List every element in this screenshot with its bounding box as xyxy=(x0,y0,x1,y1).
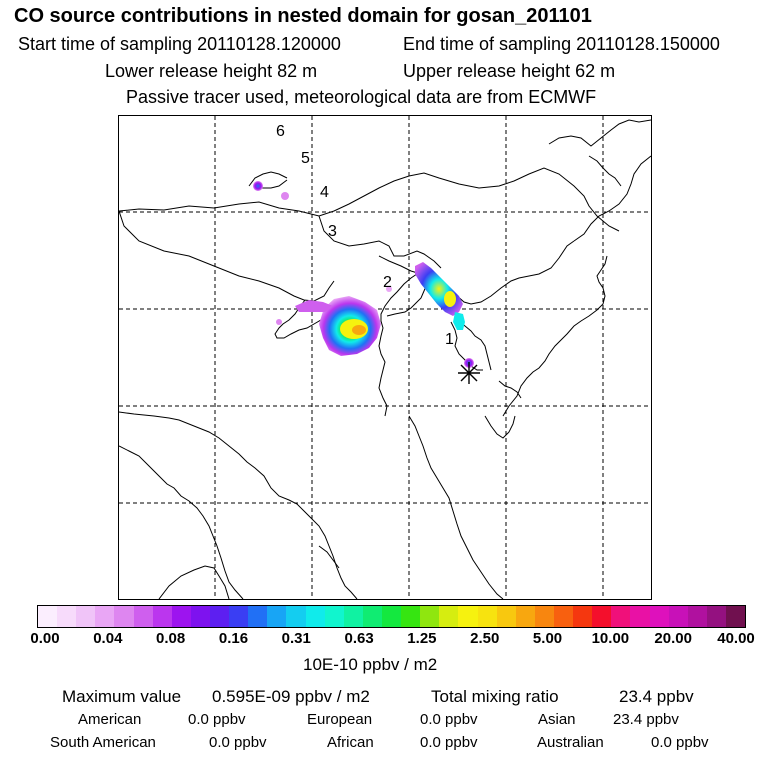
colorbar-units: 10E-10 ppbv / m2 xyxy=(303,655,438,674)
colorbar-swatch xyxy=(439,606,459,627)
max-value-label: Maximum value xyxy=(62,687,182,706)
colorbar-swatch xyxy=(401,606,421,627)
american-value: 0.0 ppbv xyxy=(188,711,246,728)
max-value: 0.595E-09 ppbv / m2 xyxy=(212,687,370,706)
coastlines xyxy=(119,119,651,599)
colorbar-tick-label: 0.16 xyxy=(218,630,249,647)
total-mixing-value: 23.4 ppbv xyxy=(619,687,694,706)
colorbar-swatch xyxy=(649,606,669,627)
concentration-plumes xyxy=(253,181,474,368)
colorbar-swatch xyxy=(515,606,535,627)
colorbar-tick-label: 1.25 xyxy=(407,630,437,647)
european-label: European xyxy=(307,711,373,728)
map-grid xyxy=(119,116,651,599)
colorbar-swatch xyxy=(573,606,593,627)
map-label-5: 5 xyxy=(301,150,310,167)
colorbar-tick-label: 0.63 xyxy=(344,630,374,647)
colorbar-tick-label: 5.00 xyxy=(532,630,563,647)
end-time: End time of sampling 20110128.150000 xyxy=(403,34,720,54)
map-label-3: 3 xyxy=(328,223,337,240)
colorbar-swatch xyxy=(706,606,726,627)
colorbar-swatch xyxy=(76,606,96,627)
asian-label: Asian xyxy=(538,711,576,728)
colorbar-swatch xyxy=(630,606,650,627)
colorbar-swatch xyxy=(362,606,382,627)
colorbar-swatch xyxy=(286,606,306,627)
colorbar-swatch xyxy=(209,606,230,627)
asian-value: 23.4 ppbv xyxy=(613,711,679,728)
colorbar-swatch xyxy=(114,606,134,627)
colorbar-swatch xyxy=(248,606,268,627)
tracer-note: Passive tracer used, meteorological data… xyxy=(126,87,597,107)
colorbar-tick-label: 0.31 xyxy=(281,630,311,647)
colorbar-swatch xyxy=(458,606,478,627)
colorbar-tick-label: 0.04 xyxy=(93,630,123,647)
european-value: 0.0 ppbv xyxy=(420,711,478,728)
colorbar-swatch xyxy=(687,606,707,627)
south-american-value: 0.0 ppbv xyxy=(209,734,267,751)
colorbar-swatch xyxy=(553,606,574,627)
colorbar-swatch xyxy=(38,606,58,627)
lower-release-height: Lower release height 82 m xyxy=(105,61,318,81)
colorbar-swatch xyxy=(229,606,249,627)
colorbar-swatch xyxy=(324,606,344,627)
map-label-4: 4 xyxy=(320,184,329,201)
colorbar-tick-label: 0.00 xyxy=(30,630,60,647)
american-label: American xyxy=(78,711,142,728)
map-panel: 1 2 3 4 5 6 xyxy=(118,115,652,600)
colorbar-swatch xyxy=(57,606,77,627)
south-american-label: South American xyxy=(50,734,156,751)
colorbar-swatch xyxy=(668,606,688,627)
asterisk-icon xyxy=(458,362,480,384)
total-mixing-label: Total mixing ratio xyxy=(431,687,559,706)
african-label: African xyxy=(327,734,374,751)
colorbar-swatch xyxy=(267,606,287,627)
colorbar-swatch xyxy=(496,606,516,627)
colorbar-swatch xyxy=(133,606,153,627)
australian-value: 0.0 ppbv xyxy=(651,734,709,751)
australian-label: Australian xyxy=(537,734,604,751)
colorbar-swatch xyxy=(477,606,497,627)
upper-release-height: Upper release height 62 m xyxy=(403,61,616,81)
colorbar-swatch xyxy=(381,606,402,627)
colorbar-swatch xyxy=(725,606,746,627)
colorbar-tick-label: 40.00 xyxy=(717,630,755,647)
colorbar-swatch xyxy=(95,606,115,627)
colorbar-swatch xyxy=(611,606,631,627)
colorbar-tick-label: 2.50 xyxy=(470,630,500,647)
colorbar-swatch xyxy=(343,606,363,627)
start-time: Start time of sampling 20110128.120000 xyxy=(18,34,341,54)
map-label-6: 6 xyxy=(276,123,285,140)
map-label-2: 2 xyxy=(383,274,392,291)
colorbar-swatch xyxy=(305,606,325,627)
colorbar-swatch xyxy=(152,606,172,627)
colorbar xyxy=(37,605,746,628)
african-value: 0.0 ppbv xyxy=(420,734,478,751)
colorbar-swatch xyxy=(534,606,554,627)
colorbar-tick-label: 20.00 xyxy=(654,630,692,647)
map-canvas: 1 2 3 4 5 6 xyxy=(119,116,651,599)
colorbar-swatch xyxy=(190,606,210,627)
map-label-1: 1 xyxy=(445,331,454,348)
colorbar-swatch xyxy=(420,606,440,627)
page-title: CO source contributions in nested domain… xyxy=(14,5,592,27)
colorbar-tick-label: 0.08 xyxy=(156,630,186,647)
colorbar-swatch xyxy=(592,606,612,627)
colorbar-swatch xyxy=(171,606,191,627)
colorbar-tick-label: 10.00 xyxy=(591,630,630,647)
